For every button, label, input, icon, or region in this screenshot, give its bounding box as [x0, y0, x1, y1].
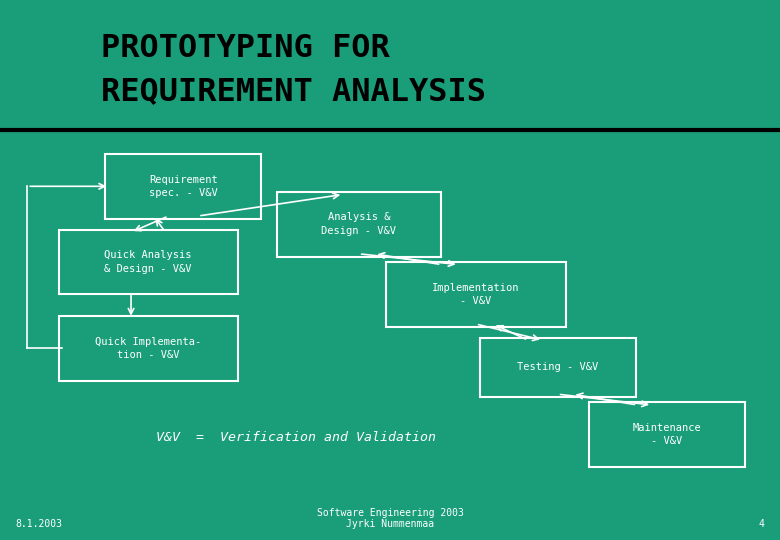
- FancyBboxPatch shape: [480, 338, 636, 397]
- Text: Software Engineering 2003
Jyrki Nummenmaa: Software Engineering 2003 Jyrki Nummenma…: [317, 508, 463, 529]
- FancyBboxPatch shape: [58, 316, 238, 381]
- Text: Testing - V&V: Testing - V&V: [517, 362, 598, 372]
- Text: Quick Analysis
& Design - V&V: Quick Analysis & Design - V&V: [105, 251, 192, 273]
- FancyBboxPatch shape: [277, 192, 441, 256]
- Text: Analysis &
Design - V&V: Analysis & Design - V&V: [321, 213, 396, 235]
- Text: PROTOTYPING FOR: PROTOTYPING FOR: [101, 33, 390, 64]
- FancyBboxPatch shape: [386, 262, 566, 327]
- Text: Quick Implementa-
tion - V&V: Quick Implementa- tion - V&V: [95, 337, 201, 360]
- Text: REQUIREMENT ANALYSIS: REQUIREMENT ANALYSIS: [101, 76, 487, 107]
- FancyBboxPatch shape: [58, 230, 238, 294]
- Text: 4: 4: [758, 519, 764, 529]
- Text: Maintenance
- V&V: Maintenance - V&V: [633, 423, 701, 446]
- Text: 8.1.2003: 8.1.2003: [16, 519, 62, 529]
- Text: Requirement
spec. - V&V: Requirement spec. - V&V: [149, 175, 218, 198]
- Text: Implementation
- V&V: Implementation - V&V: [432, 283, 519, 306]
- Text: V&V  =  Verification and Validation: V&V = Verification and Validation: [156, 431, 436, 444]
- FancyBboxPatch shape: [589, 402, 745, 467]
- FancyBboxPatch shape: [105, 154, 261, 219]
